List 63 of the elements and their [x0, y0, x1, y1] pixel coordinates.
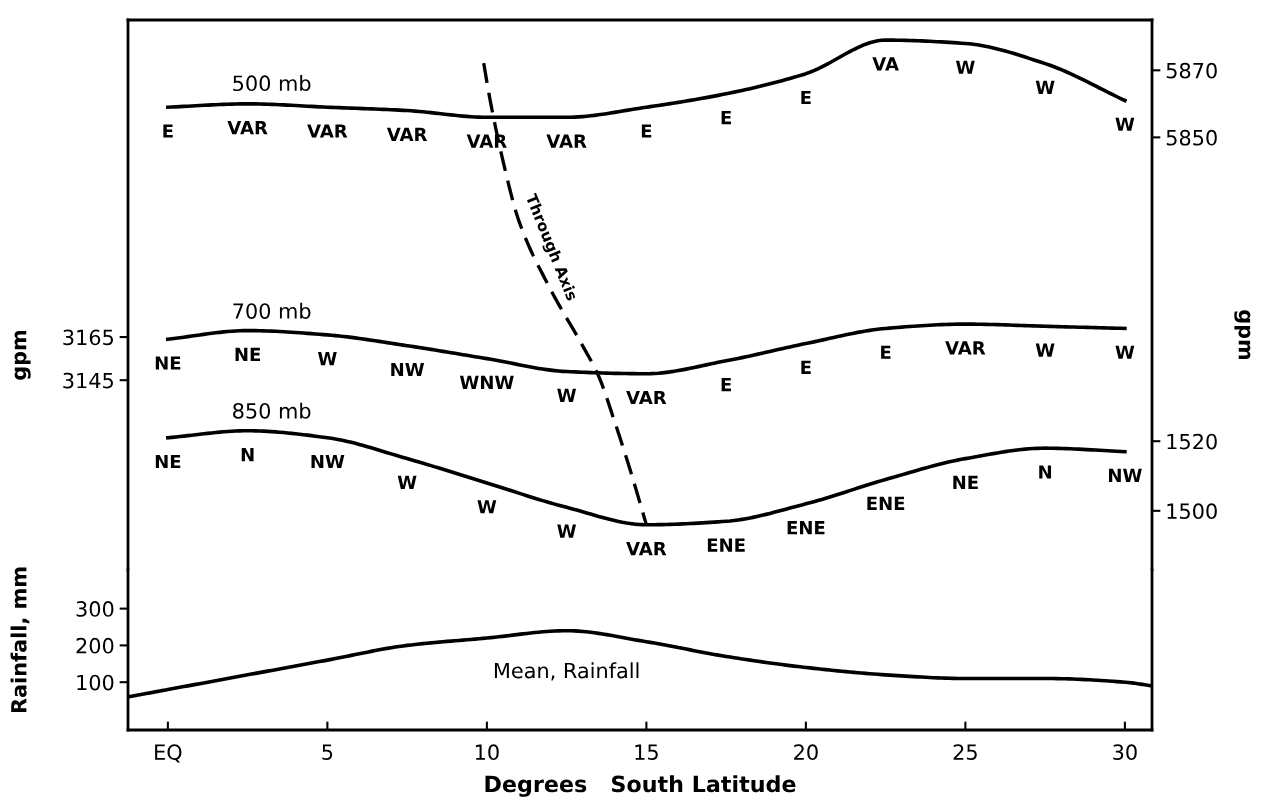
series-label: Mean, Rainfall	[494, 662, 639, 681]
data-label: VAR	[626, 541, 667, 556]
y2-tick-label: 5870	[1166, 62, 1217, 79]
data-label: NE	[235, 347, 261, 361]
data-label: VAR	[307, 124, 348, 138]
data-label: E	[801, 90, 811, 105]
x-axis-title: Degrees South Latitude	[485, 775, 796, 797]
x-tick-label: EQ	[155, 744, 182, 763]
data-label: W	[557, 524, 577, 538]
data-label: W	[397, 475, 417, 489]
y-tick-label: 3165	[63, 329, 113, 346]
data-label: NE	[155, 356, 181, 370]
y-tick-label: 200	[76, 637, 114, 654]
x-tick-label: 10	[475, 744, 499, 761]
data-label: E	[881, 345, 891, 359]
data-label: VA	[872, 57, 899, 71]
data-label: E	[801, 360, 811, 374]
data-label: NW	[1109, 468, 1142, 483]
data-label: WNW	[459, 375, 514, 390]
y-axis-title: Rainfall, mm	[10, 567, 30, 713]
x-tick-label: 20	[794, 744, 818, 761]
x-tick-label: 5	[322, 744, 333, 761]
data-label: W	[1115, 345, 1135, 359]
y-tick-label: 3145	[63, 372, 113, 389]
y-axis-title: gpm	[14, 330, 31, 380]
y-tick-label: 300	[76, 601, 114, 617]
series-label: 700 mb	[233, 302, 311, 319]
data-label: NE	[953, 475, 978, 489]
data-label: VAR	[227, 121, 268, 135]
x-tick-label: 25	[953, 744, 977, 761]
y3-tick-label: 1520	[1167, 433, 1217, 450]
data-label: N	[1039, 465, 1052, 479]
data-label: VAR	[386, 127, 428, 141]
data-label: N	[241, 447, 254, 462]
data-label: VAR	[546, 134, 587, 148]
data-label: W	[1115, 117, 1135, 131]
data-label: ENE	[707, 538, 745, 552]
data-label: E	[163, 124, 173, 138]
data-label: VAR	[945, 341, 986, 355]
x-tick-label: 15	[635, 744, 658, 761]
series-label: 850 mb	[233, 402, 311, 419]
data-label: E	[641, 124, 652, 138]
data-label: W	[955, 60, 975, 74]
data-label: ENE	[867, 496, 905, 510]
data-label: NW	[311, 454, 345, 469]
y3-tick-label: 1500	[1167, 503, 1217, 520]
data-label: E	[721, 378, 731, 392]
data-label: NE	[155, 454, 181, 469]
data-label: W	[557, 388, 577, 402]
data-label: W	[1035, 343, 1055, 357]
y2-tick-label: 5850	[1166, 129, 1217, 146]
data-label: E	[721, 111, 731, 125]
y-tick-label: 100	[77, 674, 114, 691]
x-tick-label: 30	[1113, 744, 1137, 761]
data-label: NW	[391, 362, 425, 377]
data-label: VAR	[626, 390, 667, 405]
data-label: VAR	[466, 134, 507, 148]
data-label: ENE	[787, 521, 825, 535]
data-label: W	[1035, 80, 1055, 94]
data-label: W	[477, 500, 497, 514]
data-label: W	[317, 352, 337, 366]
y2-axis-title: gpm	[1234, 310, 1251, 360]
series-label: 500 mb	[233, 74, 311, 92]
